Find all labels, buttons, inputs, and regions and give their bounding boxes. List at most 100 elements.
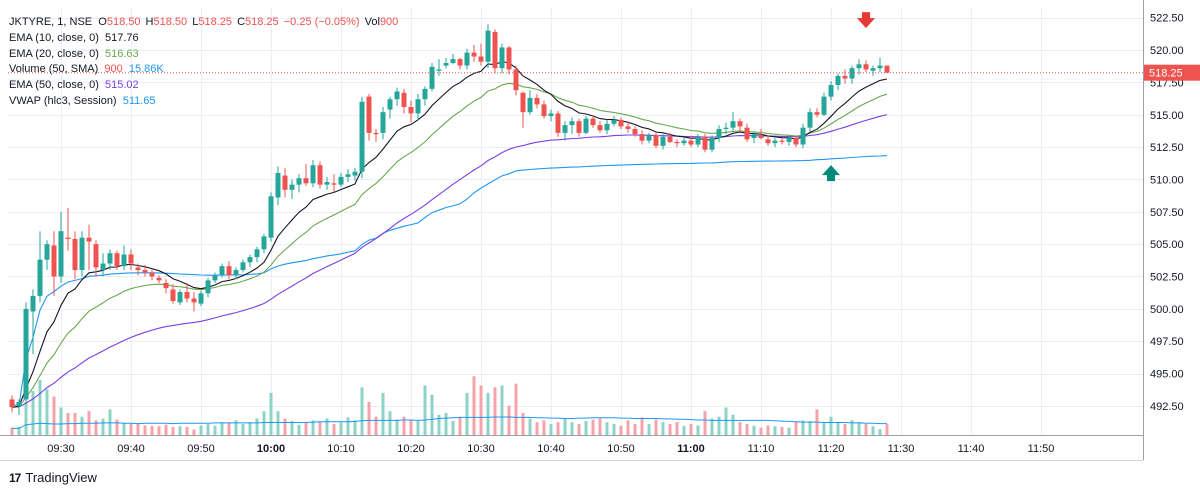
- candle-body: [317, 165, 323, 185]
- candle-body: [149, 272, 155, 277]
- volume-bar: [570, 422, 574, 435]
- volume-bar: [640, 417, 644, 435]
- candle-body: [842, 75, 848, 79]
- candle-body: [653, 135, 659, 146]
- y-tick-label: 495.00: [1150, 369, 1184, 381]
- volume-bar: [514, 383, 518, 435]
- high-value: 518.50: [153, 16, 188, 28]
- sell-arrow-icon: [857, 12, 875, 29]
- volume-bar: [703, 411, 707, 435]
- change-value: −0.25 (−0.05%): [283, 16, 360, 28]
- candle-body: [646, 135, 652, 141]
- volume-bar: [297, 424, 301, 435]
- candle-body: [562, 125, 568, 133]
- candle-body: [429, 66, 435, 89]
- candle-body: [877, 65, 883, 69]
- candle-body: [107, 253, 113, 264]
- volume-bar: [234, 420, 238, 435]
- volume-bar: [192, 429, 196, 435]
- volume-bar: [80, 416, 84, 435]
- tradingview-logo-icon: 17: [9, 470, 21, 485]
- volume-bar: [647, 424, 651, 435]
- indicator-ema50[interactable]: EMA (50, close, 0) 515.02: [9, 78, 398, 94]
- volume-bar: [262, 411, 266, 435]
- candle-body: [51, 245, 57, 277]
- candle-body: [506, 47, 512, 70]
- candle-body: [835, 75, 841, 85]
- candle-body: [205, 280, 211, 294]
- volume-bar: [332, 424, 336, 435]
- volume-bar: [563, 418, 567, 435]
- candle-body: [198, 293, 204, 304]
- buy-arrow-icon: [822, 165, 840, 182]
- indicator-volume[interactable]: Volume (50, SMA) 900 15.86K: [9, 62, 398, 78]
- volume-bar: [199, 425, 203, 435]
- candle-body: [219, 266, 225, 276]
- indicator-label: EMA (20, close, 0): [9, 47, 99, 60]
- volume-bar: [451, 421, 455, 435]
- y-tick-label: 512.50: [1150, 142, 1184, 154]
- indicator-value: 511.65: [122, 94, 156, 107]
- volume-bar: [108, 409, 112, 435]
- candle-body: [814, 112, 820, 115]
- candle-body: [758, 135, 764, 139]
- candle-body: [856, 64, 862, 69]
- volume-bar: [556, 422, 560, 435]
- y-tick-label: 502.50: [1150, 271, 1184, 283]
- indicator-ema10[interactable]: EMA (10, close, 0) 517.76: [9, 31, 398, 47]
- x-tick-label: 10:00: [257, 443, 285, 455]
- volume-bar: [731, 414, 735, 435]
- volume-bar: [276, 411, 280, 435]
- symbol-name[interactable]: JKTYRE, 1, NSE: [9, 16, 93, 28]
- indicator-value-sma: 15.86K: [128, 63, 164, 76]
- volume-bar: [836, 422, 840, 435]
- candle-body: [114, 253, 120, 267]
- indicator-label: Volume (50, SMA): [9, 63, 99, 76]
- volume-bar: [668, 424, 672, 435]
- candle-body: [492, 31, 498, 69]
- tradingview-brand[interactable]: 17 TradingView: [9, 470, 97, 485]
- candle-body: [779, 140, 785, 142]
- x-tick-label: 11:20: [818, 443, 845, 455]
- volume-bar: [458, 416, 462, 435]
- candle-body: [639, 134, 645, 141]
- candle-body: [793, 138, 799, 145]
- candle-body: [737, 121, 743, 127]
- candle-body: [240, 262, 246, 271]
- volume-bar: [409, 420, 413, 435]
- volume-bar: [752, 425, 756, 435]
- y-tick-label: 500.00: [1150, 304, 1184, 316]
- close-value: 518.25: [245, 16, 279, 28]
- volume-bar: [59, 407, 63, 435]
- candle-body: [625, 126, 631, 129]
- indicator-ema20[interactable]: EMA (20, close, 0) 516.63: [9, 47, 398, 63]
- volume-bar: [220, 422, 224, 435]
- candle-body: [58, 231, 64, 277]
- volume-bar: [388, 411, 392, 435]
- indicator-label: EMA (50, close, 0): [9, 79, 99, 92]
- volume-bar: [374, 416, 378, 435]
- candle-body: [9, 399, 15, 408]
- volume-bar: [31, 391, 35, 435]
- volume-bar: [507, 405, 511, 435]
- brand-name: TradingView: [25, 470, 97, 485]
- candle-body: [65, 237, 71, 239]
- candle-body: [331, 183, 337, 185]
- volume-bar: [787, 427, 791, 435]
- indicator-value: 516.63: [105, 47, 139, 60]
- ema10-line: [11, 60, 888, 408]
- candle-body: [730, 121, 736, 128]
- candle-body: [870, 68, 876, 71]
- volume-bar: [780, 426, 784, 435]
- indicator-vwap[interactable]: VWAP (hlc3, Session) 511.65: [9, 94, 398, 110]
- volume-bar: [710, 418, 714, 435]
- candle-body: [520, 92, 526, 113]
- volume-bar: [17, 426, 21, 435]
- volume-bar: [248, 422, 252, 435]
- low-value: 518.25: [198, 16, 232, 28]
- candle-body: [695, 136, 701, 145]
- candle-body: [359, 101, 365, 172]
- volume-bar: [486, 392, 490, 435]
- volume-bar: [857, 422, 861, 435]
